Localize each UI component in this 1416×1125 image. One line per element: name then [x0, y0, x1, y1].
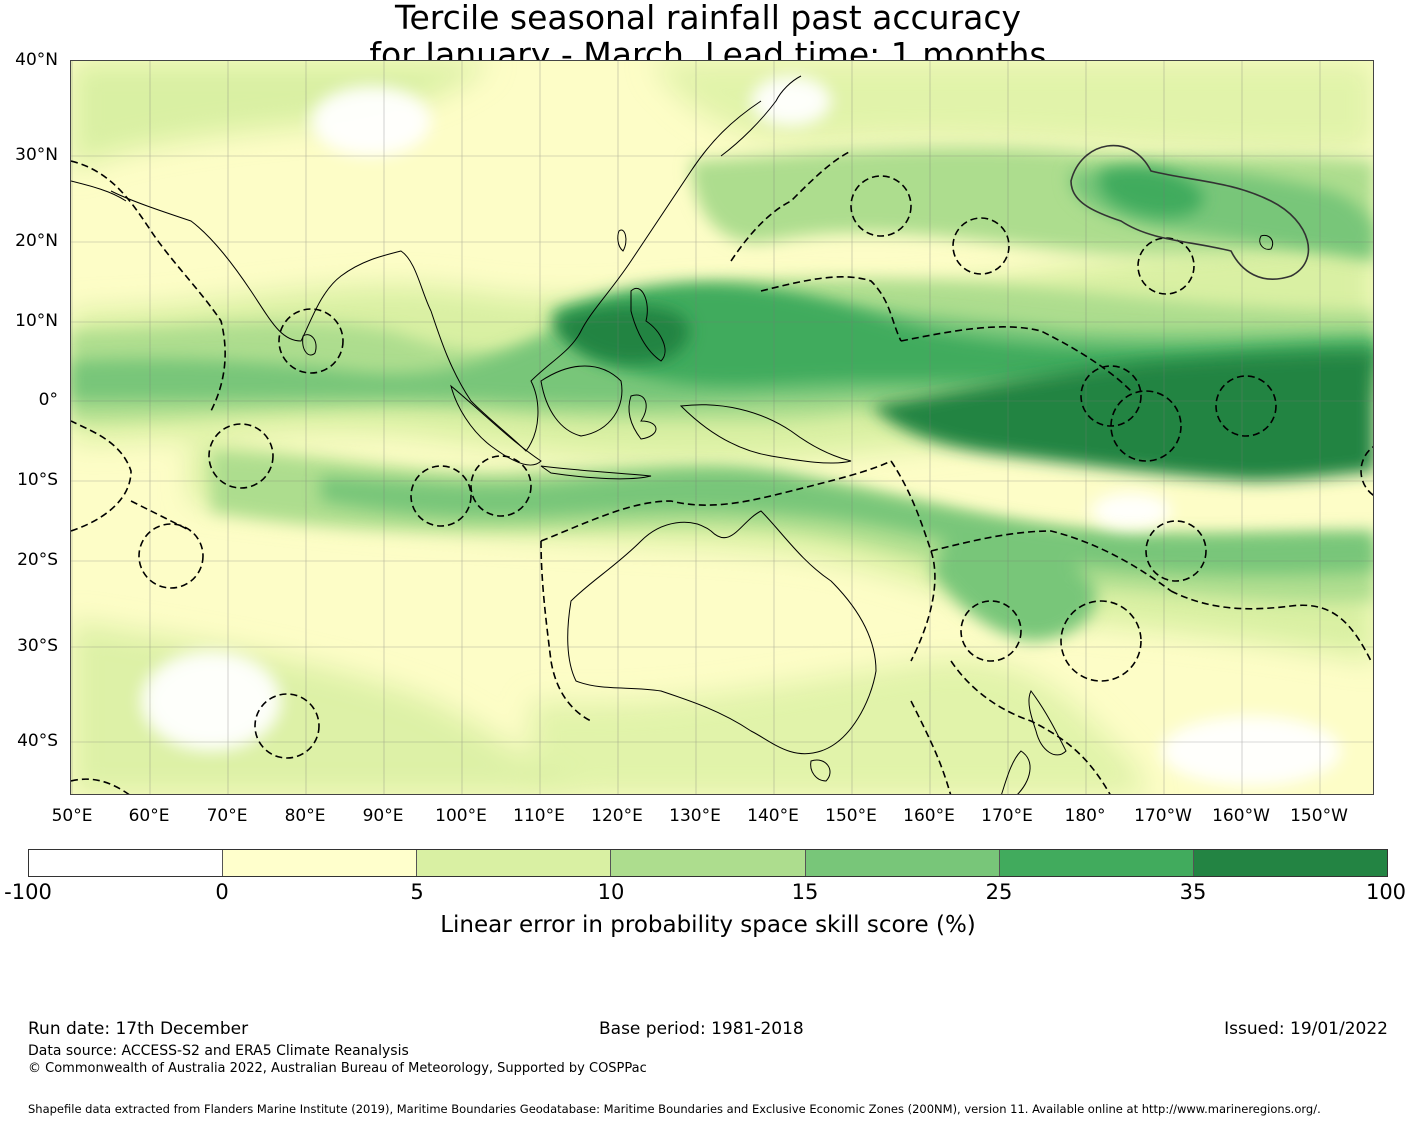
- graticule: [71, 61, 1373, 794]
- lat-label-20n: 20°N: [15, 231, 58, 251]
- coast-se-asia: [430, 100, 762, 452]
- lat-label-30s: 30°S: [17, 636, 58, 656]
- lon-label-70e: 70°E: [206, 806, 248, 826]
- shapefile-credit: Shapefile data extracted from Flanders M…: [28, 1102, 1321, 1116]
- lon-label-170e: 170°E: [981, 806, 1033, 826]
- colorbar-tick-35: 35: [1179, 880, 1207, 904]
- lon-label-110e: 110°E: [513, 806, 565, 826]
- lon-label-60e: 60°E: [128, 806, 170, 826]
- colorbar-tick-0: 0: [215, 880, 229, 904]
- lon-label-100e: 100°E: [435, 806, 487, 826]
- coast-australia: [567, 510, 877, 755]
- map-title-line-1: Tercile seasonal rainfall past accuracy: [394, 0, 1022, 37]
- coast-india: [110, 190, 432, 342]
- lat-label-40s: 40°S: [17, 731, 58, 751]
- lat-label-30n: 30°N: [15, 145, 58, 165]
- coast-new-zealand-north: [1028, 690, 1067, 756]
- coast-japan: [720, 75, 802, 157]
- lon-label-90e: 90°E: [362, 806, 404, 826]
- skill-score-map: [70, 60, 1374, 795]
- lat-label-10s: 10°S: [17, 470, 58, 490]
- lon-label-80e: 80°E: [284, 806, 326, 826]
- colorbar-tick-minus100: -100: [4, 880, 52, 904]
- lat-label-20s: 20°S: [17, 550, 58, 570]
- hawaii-boundary: [1070, 144, 1310, 280]
- lon-label-140e: 140°E: [747, 806, 799, 826]
- colorbar-segment-4: [805, 850, 1000, 876]
- lon-label-130e: 130°E: [669, 806, 721, 826]
- lon-label-160e: 160°E: [903, 806, 955, 826]
- lon-label-150e: 150°E: [825, 806, 877, 826]
- lat-label-0: 0°: [38, 390, 58, 410]
- run-date: Run date: 17th December: [28, 1019, 249, 1039]
- lat-label-40n: 40°N: [15, 50, 58, 70]
- base-period: Base period: 1981-2018: [599, 1019, 804, 1039]
- colorbar-segment-1: [223, 850, 418, 876]
- coast-philippines: [630, 288, 666, 362]
- colorbar-segment-6: [1193, 850, 1387, 876]
- lon-label-150w: 150°W: [1290, 806, 1348, 826]
- coast-sumatra: [450, 384, 542, 466]
- issued-date: Issued: 19/01/2022: [1224, 1019, 1388, 1039]
- data-source: Data source: ACCESS-S2 and ERA5 Climate …: [28, 1043, 409, 1059]
- lon-label-120e: 120°E: [591, 806, 643, 826]
- colorbar-segment-0: [29, 850, 224, 876]
- coast-arabia: [71, 180, 127, 202]
- coast-tasmania: [810, 759, 831, 782]
- coast-hawaii: [1259, 234, 1274, 250]
- lon-label-160w: 160°W: [1212, 806, 1270, 826]
- colorbar-tick-5: 5: [410, 880, 424, 904]
- colorbar-label: Linear error in probability space skill …: [440, 912, 976, 938]
- lon-label-50e: 50°E: [51, 806, 93, 826]
- lon-label-180: 180°: [1064, 806, 1106, 826]
- map-canvas: [71, 61, 1373, 794]
- coast-taiwan: [617, 229, 627, 252]
- colorbar: [28, 849, 1388, 877]
- coast-sulawesi: [628, 394, 657, 440]
- colorbar-tick-100: 100: [1365, 880, 1407, 904]
- colorbar-segment-3: [611, 850, 806, 876]
- coast-borneo: [540, 365, 623, 437]
- coast-new-zealand-south: [1001, 750, 1031, 794]
- coast-java: [540, 465, 652, 480]
- coast-new-guinea: [679, 404, 852, 464]
- coast-sri-lanka: [302, 334, 317, 356]
- lon-label-170w: 170°W: [1134, 806, 1192, 826]
- colorbar-tick-10: 10: [597, 880, 625, 904]
- lat-label-10n: 10°N: [15, 311, 58, 331]
- colorbar-tick-15: 15: [791, 880, 819, 904]
- colorbar-segment-2: [417, 850, 612, 876]
- copyright-notice: © Commonwealth of Australia 2022, Austra…: [28, 1061, 647, 1076]
- coastlines: [71, 75, 1274, 794]
- colorbar-segment-5: [999, 850, 1194, 876]
- eez-boundaries: [71, 150, 1373, 794]
- colorbar-tick-25: 25: [985, 880, 1013, 904]
